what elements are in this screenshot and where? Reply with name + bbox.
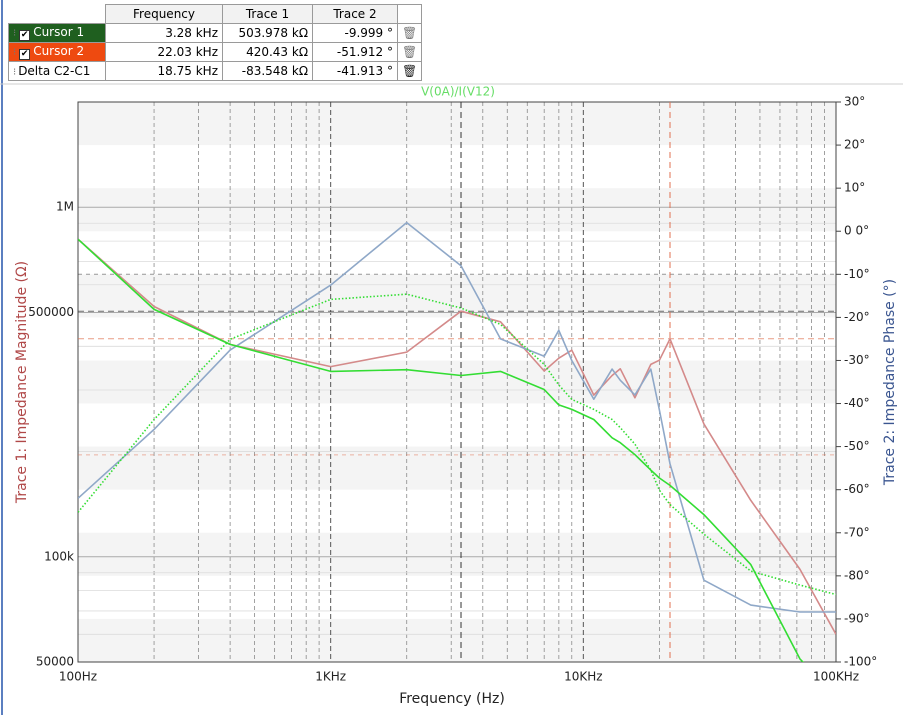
plot-band bbox=[78, 618, 836, 662]
plot-band bbox=[78, 532, 836, 576]
label: Cursor 1 bbox=[33, 25, 85, 39]
row-label[interactable]: ⁝ ✔ Cursor 1 bbox=[8, 23, 106, 43]
y-tick-label: 500000 bbox=[28, 305, 74, 319]
y2-tick-label: -100° bbox=[844, 655, 877, 669]
cell: 503.978 kΩ bbox=[222, 23, 313, 43]
header-row: Frequency Trace 1 Trace 2 bbox=[8, 4, 423, 24]
x-tick-label: 100Hz bbox=[59, 670, 97, 684]
y2-axis-label: Trace 2: Impedance Phase (°) bbox=[882, 279, 898, 486]
y2-tick-label: -40° bbox=[844, 396, 870, 410]
y-tick-label: 1M bbox=[56, 200, 74, 214]
series-line bbox=[78, 221, 836, 613]
label: Cursor 2 bbox=[33, 44, 85, 58]
plot-band bbox=[78, 360, 836, 404]
y2-tick-label: -50° bbox=[844, 439, 870, 453]
cell: 3.28 kHz bbox=[105, 23, 223, 43]
header: Frequency bbox=[105, 4, 223, 24]
cell: 420.43 kΩ bbox=[222, 42, 313, 62]
cell: 22.03 kHz bbox=[105, 42, 223, 62]
cursor-table: Frequency Trace 1 Trace 2 ⁝ ✔ Cursor 1 3.2… bbox=[8, 4, 423, 81]
plot-frame bbox=[77, 101, 837, 663]
cell: 18.75 kHz bbox=[105, 61, 223, 81]
delete-button[interactable]: 🗑 bbox=[396, 61, 423, 81]
row: ⁝ Delta C2-C1 18.75 kHz -83.548 kΩ -41.91… bbox=[8, 61, 423, 81]
delete-button[interactable]: 🗑 bbox=[396, 23, 423, 43]
y2-tick-label: -10° bbox=[844, 267, 870, 281]
plot-band bbox=[78, 102, 836, 146]
cell: -9.999 ° bbox=[312, 23, 398, 43]
x-tick-label: 1KHz bbox=[315, 670, 346, 684]
header: Trace 2 bbox=[312, 4, 398, 24]
row-label: ⁝ Delta C2-C1 bbox=[8, 61, 106, 81]
cell: -41.913 ° bbox=[312, 61, 398, 81]
cell: -83.548 kΩ bbox=[222, 61, 313, 81]
corner bbox=[8, 4, 106, 24]
y2-tick-label: 10° bbox=[844, 181, 865, 195]
y2-tick-label: 0 0° bbox=[844, 224, 869, 238]
series-line bbox=[78, 238, 836, 635]
series-line bbox=[78, 293, 836, 596]
row: ⁝ ✔ Cursor 1 3.28 kHz 503.978 kΩ -9.999 ° … bbox=[8, 23, 423, 43]
series-line bbox=[78, 238, 805, 662]
y2-tick-label: -30° bbox=[844, 353, 870, 367]
y2-tick-label: -80° bbox=[844, 568, 870, 582]
y-tick-label: 100k bbox=[44, 549, 74, 563]
y-tick-label: 50000 bbox=[36, 655, 74, 669]
y2-tick-label: -20° bbox=[844, 310, 870, 324]
y-axis-label: Trace 1: Impedance Magnitude (Ω) bbox=[14, 261, 30, 504]
row-label[interactable]: ⁝ ✔ Cursor 2 bbox=[8, 42, 106, 62]
y2-tick-label: 20° bbox=[844, 138, 865, 152]
header bbox=[396, 4, 423, 24]
plot-band bbox=[78, 446, 836, 490]
series-group bbox=[78, 221, 836, 662]
header: Trace 1 bbox=[222, 4, 313, 24]
x-tick-label: 10KHz bbox=[564, 670, 602, 684]
y2-tick-label: -70° bbox=[844, 525, 870, 539]
y2-tick-label: -60° bbox=[844, 482, 870, 496]
x-tick-label: 100KHz bbox=[813, 670, 859, 684]
delete-button[interactable]: 🗑 bbox=[396, 42, 423, 62]
y2-tick-label: 30° bbox=[844, 95, 865, 109]
row: ⁝ ✔ Cursor 2 22.03 kHz 420.43 kΩ -51.912 °… bbox=[8, 42, 423, 62]
cell: -51.912 ° bbox=[312, 42, 398, 62]
chart-title: V(0A)/I(V12) bbox=[421, 85, 495, 99]
plot-band bbox=[78, 274, 836, 318]
plot-band bbox=[78, 188, 836, 232]
x-axis-label: Frequency (Hz) bbox=[399, 691, 505, 707]
label: Delta C2-C1 bbox=[18, 64, 91, 78]
y2-tick-label: -90° bbox=[844, 611, 870, 625]
